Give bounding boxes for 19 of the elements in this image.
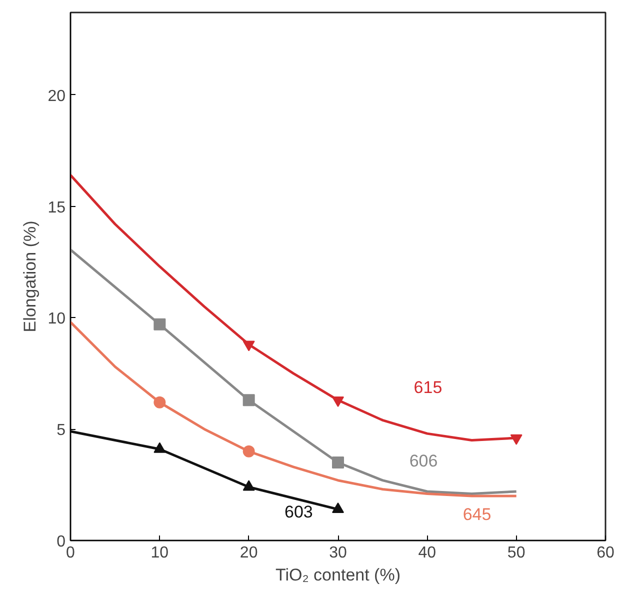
series-label: 603 xyxy=(284,502,313,522)
series-label: 645 xyxy=(462,504,492,524)
y-axis-title: Elongation (%) xyxy=(20,220,40,332)
x-tick-label: 60 xyxy=(596,544,614,562)
y-tick-label: 5 xyxy=(56,422,66,440)
y-tick-label: 20 xyxy=(48,88,66,105)
line-series xyxy=(70,248,518,495)
x-axis-title: TiO₂ content (%) xyxy=(276,566,401,584)
line-series xyxy=(70,320,518,498)
y-tick-label: 15 xyxy=(48,199,66,216)
x-tick-label: 20 xyxy=(240,544,258,562)
x-tick-label: 50 xyxy=(507,544,526,562)
x-tick-label: 10 xyxy=(150,544,169,562)
y-tick-label: 10 xyxy=(48,310,66,328)
series-label: 615 xyxy=(414,378,442,397)
y-tick-label: 0 xyxy=(56,534,66,550)
x-tick-label: 40 xyxy=(418,544,436,562)
series-label: 606 xyxy=(409,451,438,470)
x-tick-label: 30 xyxy=(329,544,347,562)
